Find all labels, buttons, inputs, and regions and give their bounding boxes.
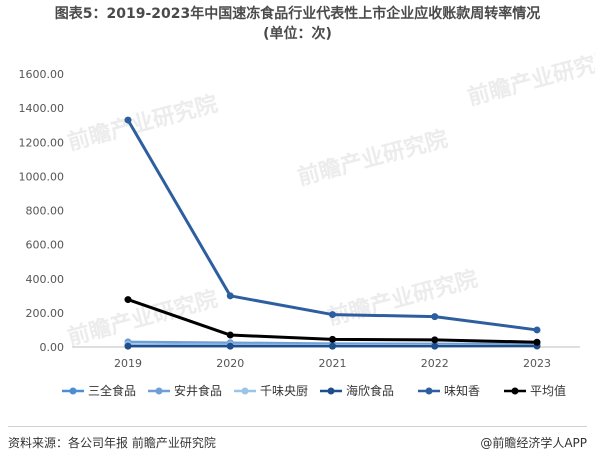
watermark-text: 前瞻产业研究院	[465, 46, 595, 111]
legend-label: 味知香	[444, 384, 480, 398]
watermark-text: 前瞻产业研究院	[295, 126, 450, 191]
y-tick-label: 200.00	[26, 307, 65, 320]
legend-label: 安井食品	[174, 383, 222, 398]
footer: 资料来源：各公司年报 前瞻产业研究院 @前瞻经济学人APP	[0, 426, 595, 462]
data-point	[124, 342, 132, 350]
y-tick-label: 600.00	[26, 239, 65, 252]
footer-divider	[8, 426, 587, 427]
legend-label: 平均值	[530, 383, 566, 398]
source-note: 资料来源：各公司年报 前瞻产业研究院	[8, 436, 216, 450]
chart-title: 图表5：2019-2023年中国速冻食品行业代表性上市企业应收账款周转率情况	[54, 6, 541, 22]
data-point	[329, 342, 336, 350]
data-point	[431, 336, 439, 344]
x-tick-label: 2022	[421, 357, 449, 370]
y-tick-label: 1200.00	[19, 136, 65, 149]
watermark-text: 前瞻产业研究院	[325, 266, 480, 331]
y-tick-label: 1400.00	[19, 102, 65, 115]
data-point	[431, 313, 439, 321]
x-tick-label: 2020	[216, 357, 244, 370]
y-tick-label: 0.00	[40, 341, 65, 354]
legend-swatch-marker	[327, 387, 335, 395]
data-point	[329, 311, 336, 319]
data-point	[226, 342, 234, 350]
y-tick-label: 1600.00	[19, 68, 65, 81]
data-point	[226, 331, 234, 339]
y-tick-label: 400.00	[26, 273, 65, 286]
x-tick-label: 2023	[523, 357, 551, 370]
x-tick-label: 2021	[319, 357, 347, 370]
data-point	[431, 342, 439, 350]
data-point	[533, 326, 541, 334]
data-point	[124, 296, 132, 304]
data-point	[124, 116, 132, 124]
brand-credit: @前瞻经济学人APP	[480, 436, 587, 450]
legend-label: 三全食品	[88, 383, 136, 398]
legend-swatch-marker	[511, 387, 519, 395]
legend-swatch-marker	[69, 387, 77, 395]
chart-unit: (单位：次)	[263, 26, 332, 42]
data-point	[533, 338, 541, 346]
legend-swatch-marker	[241, 387, 249, 395]
legend-swatch-marker	[155, 387, 163, 395]
y-tick-label: 1000.00	[19, 170, 65, 183]
y-tick-label: 800.00	[26, 205, 65, 218]
legend-label: 海欣食品	[346, 383, 394, 398]
x-tick-label: 2019	[114, 357, 142, 370]
legend-label: 千味央厨	[260, 384, 308, 398]
data-point	[329, 335, 336, 343]
data-point	[226, 292, 234, 300]
legend-swatch-marker	[425, 387, 433, 395]
